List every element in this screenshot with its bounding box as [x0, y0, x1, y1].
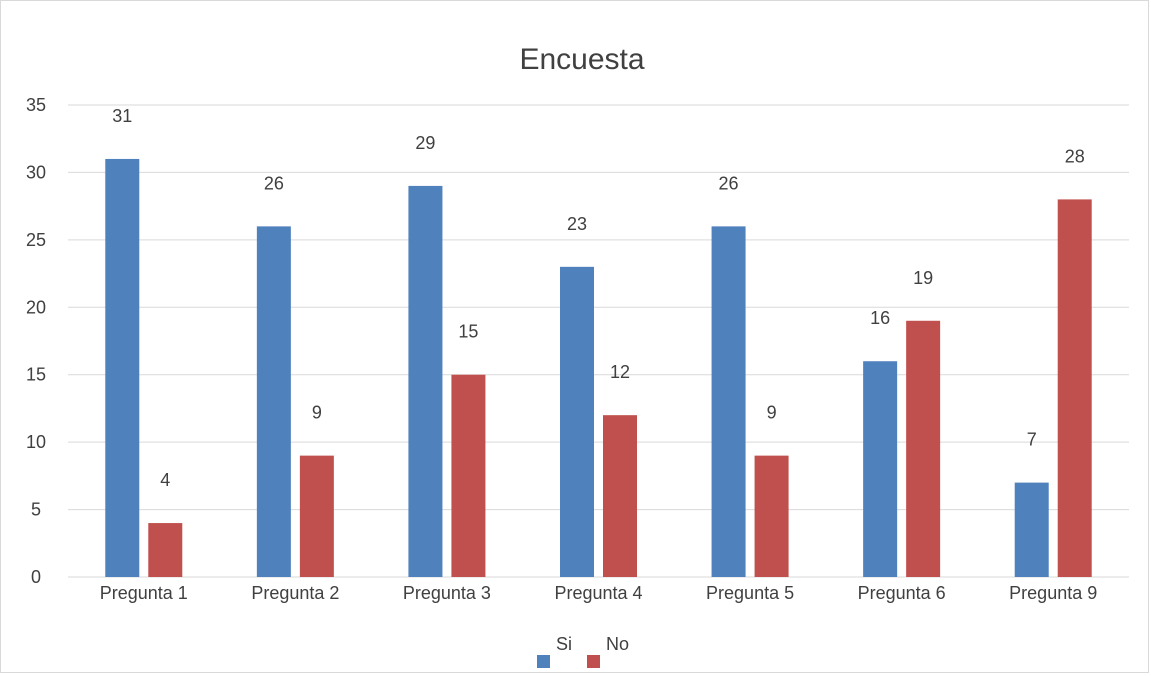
- legend-swatch-si: [537, 655, 550, 668]
- data-label: 31: [112, 106, 132, 126]
- data-label: 26: [264, 173, 284, 193]
- bar-no: [906, 320, 941, 577]
- legend-label-no: No: [606, 634, 629, 654]
- bar-no: [1057, 199, 1092, 577]
- y-tick-label: 5: [31, 500, 41, 520]
- x-category-label: Pregunta 5: [706, 583, 794, 603]
- y-tick-label: 30: [26, 162, 46, 182]
- y-tick-label: 20: [26, 297, 46, 317]
- legend: Si No: [537, 634, 629, 668]
- legend-swatch-no: [587, 655, 600, 668]
- data-label: 23: [567, 214, 587, 234]
- bar-si: [863, 361, 898, 577]
- bar-si: [560, 266, 594, 577]
- y-tick-label: 25: [26, 230, 46, 250]
- bar-si: [256, 226, 291, 577]
- x-category-label: Pregunta 4: [554, 583, 642, 603]
- bar-no: [451, 374, 486, 577]
- bar-no: [603, 415, 637, 577]
- x-axis-categories: Pregunta 1 Pregunta 2 Pregunta 3 Pregunta 4…: [100, 583, 1098, 603]
- x-category-label: Pregunta 6: [858, 583, 946, 603]
- y-axis-ticks: 0 5 10 15 20 25 30 35: [26, 95, 46, 587]
- y-tick-label: 0: [31, 567, 41, 587]
- chart-title: Encuesta: [519, 43, 644, 76]
- data-label: 26: [719, 173, 739, 193]
- x-category-label: Pregunta 2: [251, 583, 339, 603]
- bars: [105, 158, 1092, 577]
- bar-no: [299, 455, 334, 577]
- data-label: 19: [913, 268, 933, 288]
- data-label: 7: [1027, 430, 1037, 450]
- data-label: 4: [160, 470, 170, 490]
- y-tick-label: 10: [26, 432, 46, 452]
- data-label: 9: [767, 403, 777, 423]
- data-labels: 31 4 26 9 29 15 23 12 26 9 16 19 7 28: [112, 106, 1084, 490]
- bar-no: [754, 455, 789, 577]
- gridlines: [68, 104, 1129, 578]
- bar-no: [148, 523, 183, 577]
- y-tick-label: 35: [26, 95, 46, 115]
- data-label: 9: [312, 403, 322, 423]
- bar-si: [711, 226, 746, 577]
- data-label: 16: [870, 308, 890, 328]
- data-label: 28: [1065, 146, 1085, 166]
- bar-si: [105, 158, 140, 577]
- data-label: 12: [610, 362, 630, 382]
- legend-label-si: Si: [556, 634, 572, 654]
- y-tick-label: 15: [26, 365, 46, 385]
- data-label: 15: [458, 322, 478, 342]
- bar-si: [408, 185, 443, 577]
- data-label: 29: [415, 133, 435, 153]
- x-category-label: Pregunta 1: [100, 583, 188, 603]
- x-category-label: Pregunta 9: [1009, 583, 1097, 603]
- x-category-label: Pregunta 3: [403, 583, 491, 603]
- bar-si: [1014, 482, 1049, 577]
